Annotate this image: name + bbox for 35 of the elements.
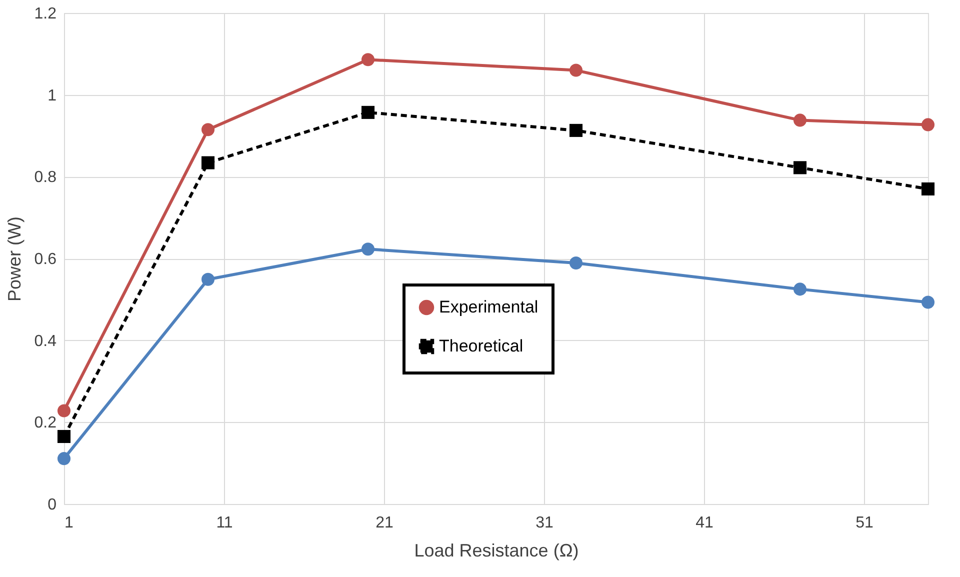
y-tick-label: 1 (48, 87, 57, 104)
y-axis-title: Power (W) (4, 216, 24, 302)
legend-label: Theoretical (439, 336, 524, 356)
point (921, 182, 935, 196)
point (793, 114, 807, 127)
point (569, 256, 583, 270)
point (361, 242, 375, 256)
point (361, 106, 375, 119)
point (57, 404, 71, 418)
point (921, 296, 935, 309)
point (361, 53, 375, 66)
point (201, 272, 215, 286)
legend-label: Experimental (439, 298, 538, 316)
x-tick-label: 11 (216, 514, 233, 532)
x-tick-label: 1 (64, 514, 74, 532)
point (569, 64, 583, 77)
point (201, 156, 215, 170)
x-tick-label: 41 (696, 514, 714, 532)
y-tick-label: 0.8 (34, 169, 57, 186)
point (921, 118, 935, 132)
point (793, 282, 807, 296)
y-tick-label: 0.4 (34, 332, 57, 350)
point (57, 452, 71, 466)
point (569, 124, 583, 137)
x-tick-label: 21 (376, 514, 394, 532)
x-tick-label: 51 (856, 514, 874, 532)
point (57, 430, 71, 444)
point (201, 123, 215, 136)
x-tick-label: 31 (536, 514, 554, 532)
x-axis-title: Load Resistance (Ω) (414, 540, 579, 560)
y-tick-label: 1.2 (34, 6, 57, 22)
point (793, 161, 807, 174)
y-tick-label: 0.6 (34, 251, 57, 268)
y-tick-label: 0.2 (34, 414, 57, 432)
y-tick-label: 0 (48, 496, 57, 514)
